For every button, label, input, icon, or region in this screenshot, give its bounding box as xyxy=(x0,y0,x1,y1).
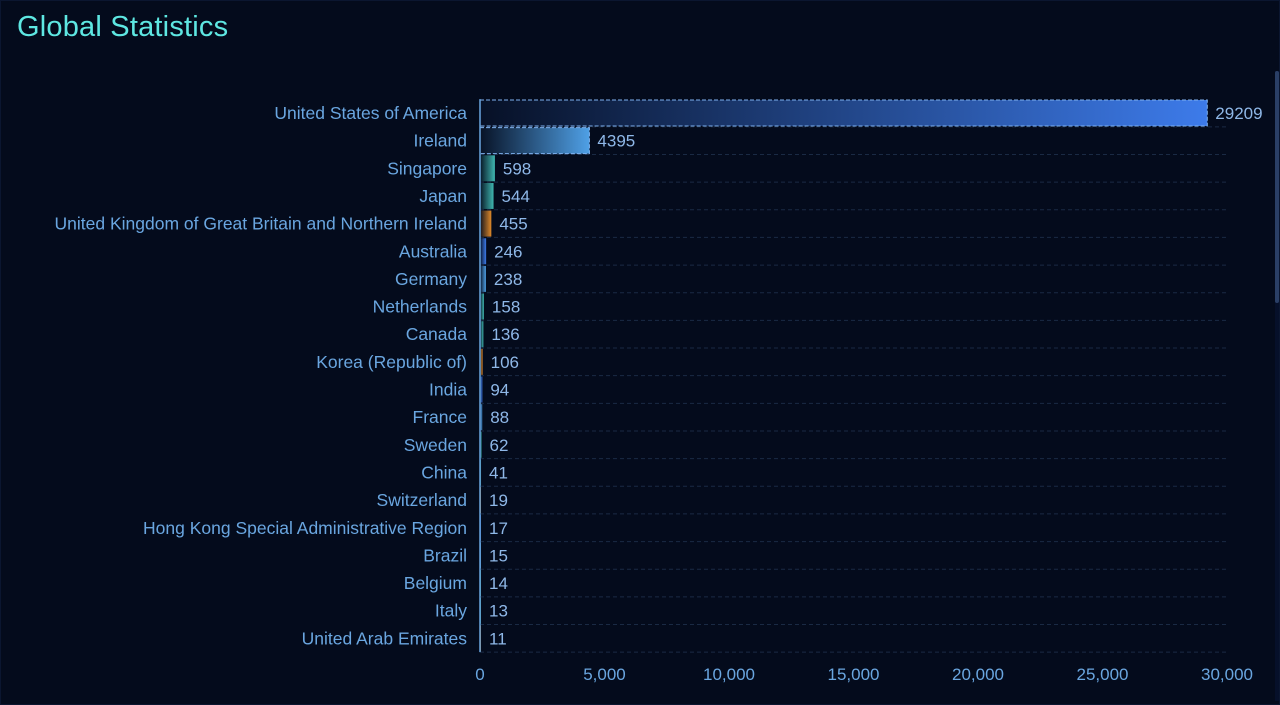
category-label: China xyxy=(421,462,467,482)
category-label: Singapore xyxy=(387,158,467,178)
label-layer: 29209 United States of America 4395 Ireland… xyxy=(55,103,1263,648)
category-label: Australia xyxy=(399,241,467,261)
bar[interactable] xyxy=(480,265,486,292)
category-label: Canada xyxy=(406,324,468,344)
x-tick-label: 10,000 xyxy=(703,665,755,684)
data-label: 106 xyxy=(491,353,519,372)
bar[interactable] xyxy=(480,431,482,458)
data-label: 598 xyxy=(503,159,531,178)
x-tick-label: 25,000 xyxy=(1077,665,1129,684)
category-label: Germany xyxy=(395,269,467,289)
scrollbar-thumb[interactable] xyxy=(1275,71,1279,303)
data-label: 94 xyxy=(490,381,509,400)
bar[interactable] xyxy=(480,293,484,320)
data-label: 246 xyxy=(494,242,522,261)
x-tick-label: 5,000 xyxy=(583,665,626,684)
data-label: 19 xyxy=(489,491,508,510)
bar[interactable] xyxy=(479,99,1208,127)
data-label: 15 xyxy=(489,546,508,565)
category-label: Italy xyxy=(435,601,467,621)
data-label: 41 xyxy=(489,463,508,482)
x-tick-label: 15,000 xyxy=(828,665,880,684)
bar[interactable] xyxy=(480,376,483,403)
data-label: 455 xyxy=(499,215,527,234)
data-label: 238 xyxy=(494,270,522,289)
category-label: United States of America xyxy=(274,103,467,123)
data-label: 13 xyxy=(489,602,508,621)
category-label: Sweden xyxy=(404,435,467,455)
data-label: 14 xyxy=(489,574,508,593)
data-label: 17 xyxy=(489,519,508,538)
bar[interactable] xyxy=(480,155,495,182)
category-label: Korea (Republic of) xyxy=(316,352,467,372)
bar[interactable] xyxy=(480,238,487,265)
category-label: United Kingdom of Great Britain and Nort… xyxy=(55,214,467,234)
scrollbar-track[interactable] xyxy=(1275,71,1279,701)
page-title: Global Statistics xyxy=(17,11,229,43)
x-tick-label: 20,000 xyxy=(952,665,1004,684)
grid-layer xyxy=(480,126,1227,653)
data-label: 62 xyxy=(490,436,509,455)
x-tick-label: 0 xyxy=(475,665,484,684)
category-label: Hong Kong Special Administrative Region xyxy=(143,518,467,538)
data-label: 544 xyxy=(502,187,530,206)
category-label: Japan xyxy=(419,186,467,206)
category-label: Switzerland xyxy=(377,490,467,510)
category-label: India xyxy=(429,380,467,400)
data-label: 88 xyxy=(490,408,509,427)
category-label: United Arab Emirates xyxy=(302,628,468,648)
category-label: Ireland xyxy=(413,131,467,151)
data-label: 29209 xyxy=(1215,104,1262,123)
bar[interactable] xyxy=(480,321,484,348)
category-label: Brazil xyxy=(423,545,467,565)
bar[interactable] xyxy=(480,182,494,209)
bar[interactable] xyxy=(480,404,483,431)
bar[interactable] xyxy=(479,127,590,155)
bar[interactable] xyxy=(480,348,483,375)
category-label: Netherlands xyxy=(373,297,468,317)
bar-layer xyxy=(479,99,1208,652)
bar[interactable] xyxy=(480,210,492,237)
axis-layer: 0 5,000 10,000 15,000 20,000 25,000 30,000 xyxy=(475,99,1253,684)
category-label: Belgium xyxy=(404,573,467,593)
category-label: France xyxy=(413,407,467,427)
data-label: 158 xyxy=(492,298,520,317)
data-label: 4395 xyxy=(597,132,635,151)
data-label: 136 xyxy=(491,325,519,344)
data-label: 11 xyxy=(489,629,507,648)
x-tick-label: 30,000 xyxy=(1201,665,1253,684)
